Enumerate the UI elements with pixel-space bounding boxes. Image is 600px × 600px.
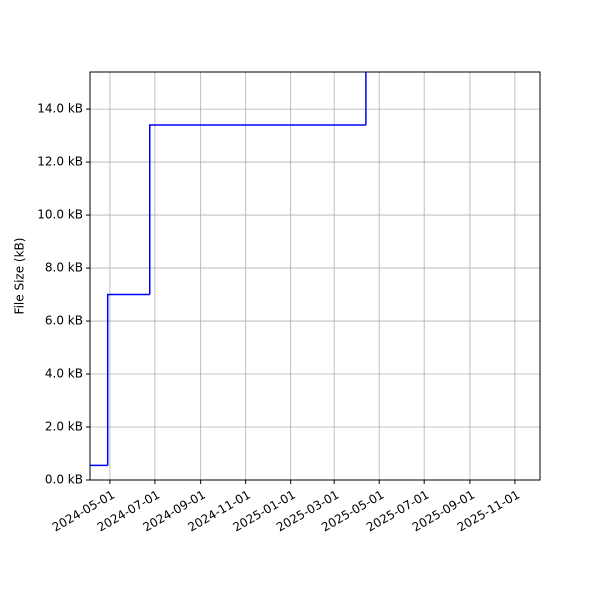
- step-segment: [149, 124, 366, 295]
- y-tick-label: 2.0 kB: [45, 420, 83, 434]
- y-axis-label: File Size (kB): [13, 238, 27, 315]
- step-segment: [106, 293, 150, 466]
- y-tick-label: 4.0 kB: [45, 367, 83, 381]
- y-tick-label: 14.0 kB: [37, 102, 83, 116]
- plot-lines: [90, 72, 367, 467]
- plot-frame: [89, 71, 541, 481]
- y-tick-label: 6.0 kB: [45, 314, 83, 328]
- y-tick-label: 0.0 kB: [45, 473, 83, 487]
- y-tick-label: 12.0 kB: [37, 155, 83, 169]
- y-tick-label: 8.0 kB: [45, 261, 83, 275]
- y-tick-label: 10.0 kB: [37, 208, 83, 222]
